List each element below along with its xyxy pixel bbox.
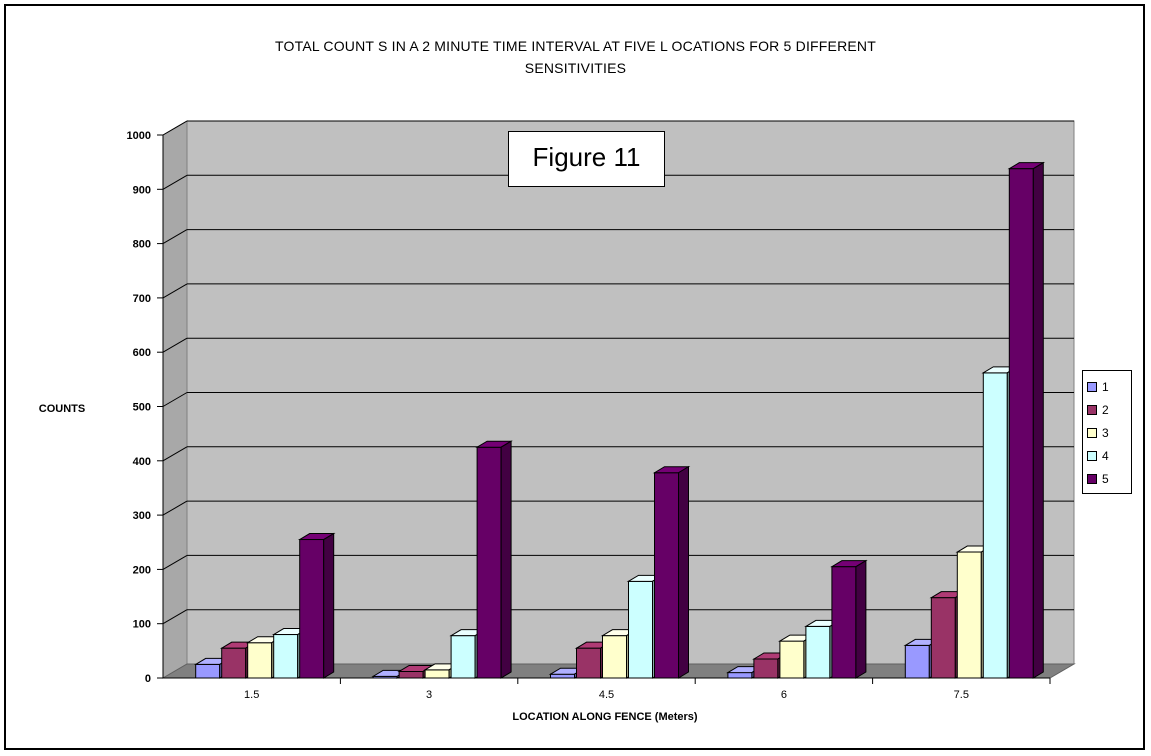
bar-1-7.5 [904, 644, 930, 679]
x-axis-label: LOCATION ALONG FENCE (Meters) [512, 711, 698, 723]
y-tick-label: 800 [133, 239, 151, 251]
gridline-side [162, 337, 188, 353]
legend-item: 1 [1087, 375, 1131, 398]
legend-item: 2 [1087, 398, 1131, 421]
bar-5-4.5 [654, 472, 679, 679]
bar-2-6 [753, 658, 779, 679]
y-tick-label: 300 [133, 510, 151, 522]
legend-swatch [1087, 404, 1097, 415]
legend-item: 3 [1087, 421, 1131, 444]
chart-title: TOTAL COUNT S IN A 2 MINUTE TIME INTERVA… [275, 38, 876, 54]
bar-side-5-4.5 [678, 465, 689, 679]
legend-swatch [1087, 381, 1097, 392]
bar-side-5-3 [500, 440, 512, 679]
x-tick-label: 7.5 [954, 689, 969, 701]
gridline-side [162, 554, 188, 570]
y-tick-label: 200 [133, 564, 151, 576]
legend-label: 3 [1102, 425, 1109, 440]
bar-1-1.5 [195, 663, 221, 679]
y-tick-label: 400 [133, 456, 151, 468]
gridline-side [162, 120, 188, 136]
bar-4-3 [450, 635, 476, 679]
x-tick-label: 6 [781, 689, 787, 701]
legend-label: 4 [1102, 448, 1109, 463]
legend-item: 4 [1087, 444, 1131, 467]
y-tick-label: 1000 [127, 130, 151, 142]
legend-label: 1 [1102, 379, 1109, 394]
bar-side-5-1.5 [323, 532, 335, 679]
bar-3-6 [779, 640, 805, 679]
legend: 1 2 3 4 5 [1082, 370, 1132, 494]
bar-5-6 [831, 566, 857, 679]
bar-2-4.5 [576, 647, 601, 679]
bar-1-6 [727, 672, 753, 679]
bar-2-7.5 [930, 597, 956, 679]
bar-5-7.5 [1008, 168, 1034, 679]
legend-swatch [1087, 450, 1097, 461]
gridline-side [162, 392, 188, 407]
figure-label-box: Figure 11 [508, 131, 665, 187]
bar-3-3 [424, 669, 450, 679]
bar-5-1.5 [299, 539, 325, 679]
y-axis-label: COUNTS [39, 403, 85, 415]
y-tick-label: 900 [133, 184, 151, 196]
bar-4-1.5 [273, 634, 299, 679]
gridline-side [162, 229, 188, 245]
bar-side-5-6 [855, 559, 867, 679]
bar-2-1.5 [221, 647, 247, 679]
y-tick-label: 700 [133, 293, 151, 305]
bar-3-7.5 [956, 551, 982, 679]
legend-label: 5 [1102, 471, 1109, 486]
gridline-side [162, 446, 188, 462]
y-tick-label: 500 [133, 402, 151, 414]
y-tick-label: 0 [145, 673, 151, 685]
chart-subtitle: SENSITIVITIES [524, 60, 627, 76]
bar-side-5-7.5 [1032, 161, 1044, 679]
legend-label: 2 [1102, 402, 1109, 417]
bar-4-4.5 [628, 580, 653, 679]
legend-swatch [1087, 473, 1097, 484]
bar-4-7.5 [982, 372, 1008, 679]
legend-item: 5 [1087, 467, 1131, 490]
y-tick-label: 600 [133, 347, 151, 359]
x-tick-label: 3 [426, 689, 432, 701]
gridline-side [162, 174, 188, 190]
bar-1-4.5 [550, 673, 575, 679]
bar-4-6 [805, 625, 831, 679]
legend-swatch [1087, 427, 1097, 438]
y-tick-label: 100 [133, 619, 151, 631]
bar-2-3 [398, 670, 424, 679]
bar-3-4.5 [602, 635, 627, 679]
gridline-side [162, 500, 188, 516]
gridline-side [162, 283, 188, 299]
bar-3-1.5 [247, 642, 273, 679]
x-tick-label: 1.5 [244, 689, 259, 701]
gridline-side [162, 609, 188, 625]
x-tick-label: 4.5 [599, 689, 614, 701]
bar-5-3 [476, 446, 502, 679]
